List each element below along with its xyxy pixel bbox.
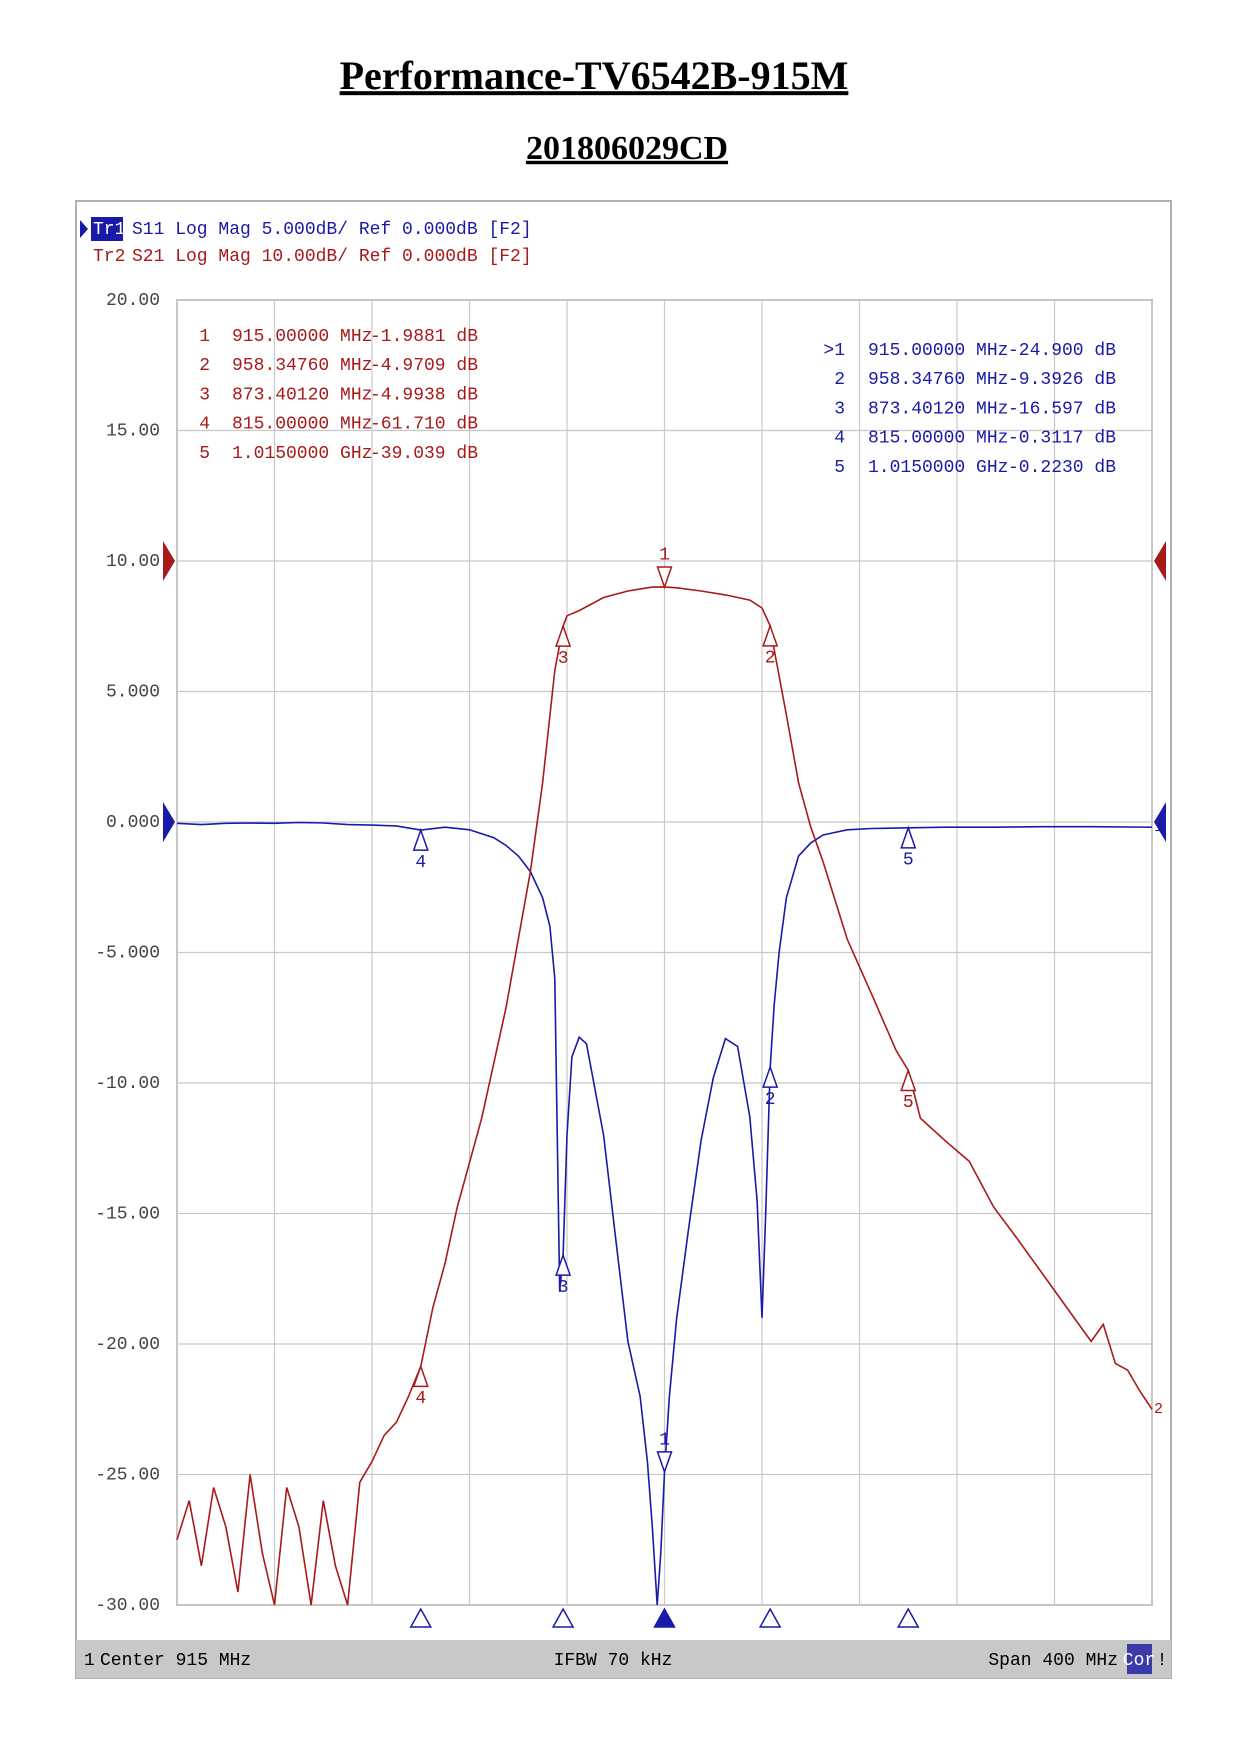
marker-table-id: 4 <box>199 415 210 435</box>
status-center: Center 915 MHz <box>100 1651 251 1671</box>
marker-triangle <box>656 1451 673 1475</box>
y-tick-label: 15.00 <box>106 421 160 441</box>
marker-triangle <box>412 827 429 851</box>
y-tick-label: 10.00 <box>106 552 160 572</box>
marker-label: 4 <box>415 1389 426 1409</box>
trace-end-label: 1 <box>1154 819 1163 836</box>
marker-table-value: -0.2230 dB <box>1008 458 1116 478</box>
trace-line <box>176 821 1153 1606</box>
marker-table-id: 5 <box>834 458 845 478</box>
marker-table-id: 3 <box>199 385 210 405</box>
trace-name: Tr1 <box>93 220 125 240</box>
y-tick-label: -25.00 <box>95 1465 160 1485</box>
marker-table-freq: 873.40120 MHz <box>232 385 372 405</box>
marker-label: 2 <box>765 1090 776 1110</box>
marker-table-freq: 815.00000 MHz <box>232 415 372 435</box>
chart-subtitle: 201806029CD <box>526 130 728 167</box>
marker-triangle <box>900 1068 917 1092</box>
ref-arrow-right <box>1154 802 1166 842</box>
marker-triangle <box>656 566 673 590</box>
trace-label: S11 Log Mag 5.000dB/ Ref 0.000dB [F2] <box>132 220 532 240</box>
marker-table-value: -4.9709 dB <box>370 356 478 376</box>
status-span: Span 400 MHz <box>988 1651 1118 1671</box>
marker-table-value: -0.3117 dB <box>1008 429 1116 449</box>
status-cor: Cor <box>1123 1651 1155 1671</box>
marker-table-id: 3 <box>834 399 845 419</box>
status-flag: ! <box>1157 1651 1168 1671</box>
marker-table-id: 4 <box>834 429 845 449</box>
active-trace-arrow <box>80 220 88 238</box>
marker-table-value: -61.710 dB <box>370 415 478 435</box>
status-channel: 1 <box>84 1651 95 1671</box>
marker-table-value: -1.9881 dB <box>370 327 478 347</box>
marker-table-id: 5 <box>199 444 210 464</box>
stimulus-marker <box>758 1607 782 1628</box>
stimulus-marker <box>896 1607 920 1628</box>
cor-box <box>1127 1644 1152 1674</box>
marker-table-id: 2 <box>834 370 845 390</box>
marker-table-freq: 1.0150000 GHz <box>232 444 372 464</box>
y-tick-label: -20.00 <box>95 1335 160 1355</box>
marker-table-value: -4.9938 dB <box>370 385 478 405</box>
marker-label: 5 <box>903 1093 914 1113</box>
trace-end-label: 2 <box>1154 1401 1163 1418</box>
y-tick-label: 20.00 <box>106 291 160 311</box>
ref-arrow-right <box>1154 541 1166 581</box>
stimulus-marker <box>551 1607 575 1628</box>
marker-table-freq: 958.34760 MHz <box>868 370 1008 390</box>
marker-table-freq: 915.00000 MHz <box>232 327 372 347</box>
marker-label: 4 <box>415 853 426 873</box>
marker-triangle <box>555 623 572 647</box>
marker-triangle <box>762 623 779 647</box>
marker-table-freq: 815.00000 MHz <box>868 429 1008 449</box>
stimulus-marker <box>653 1607 676 1628</box>
marker-table-value: -24.900 dB <box>1008 341 1116 361</box>
y-tick-label: -15.00 <box>95 1204 160 1224</box>
marker-table-value: -39.039 dB <box>370 444 478 464</box>
marker-triangle <box>900 825 917 849</box>
y-tick-label: 5.000 <box>106 682 160 702</box>
marker-table-freq: 915.00000 MHz <box>868 341 1008 361</box>
ref-arrow-left <box>163 541 175 581</box>
marker-triangle <box>762 1064 779 1088</box>
ref-arrow-left <box>163 802 175 842</box>
marker-label: 1 <box>659 1431 670 1451</box>
trace-line <box>176 586 1153 1606</box>
stimulus-marker <box>409 1607 433 1628</box>
y-tick-label: 0.000 <box>106 813 160 833</box>
y-tick-label: -10.00 <box>95 1074 160 1094</box>
marker-table-value: -9.3926 dB <box>1008 370 1116 390</box>
marker-table-value: -16.597 dB <box>1008 399 1116 419</box>
marker-triangle <box>555 1252 572 1276</box>
marker-triangle <box>412 1364 429 1388</box>
trace-label: S21 Log Mag 10.00dB/ Ref 0.000dB [F2] <box>132 247 532 267</box>
marker-table-id: 2 <box>199 356 210 376</box>
marker-table-freq: 873.40120 MHz <box>868 399 1008 419</box>
marker-label: 2 <box>765 649 776 669</box>
y-tick-label: -30.00 <box>95 1596 160 1616</box>
marker-label: 5 <box>903 851 914 871</box>
y-tick-label: -5.000 <box>95 943 160 963</box>
marker-table-id: 1 <box>199 327 210 347</box>
marker-table-freq: 958.34760 MHz <box>232 356 372 376</box>
chart-title: Performance-TV6542B-915M <box>340 53 849 98</box>
status-ifbw: IFBW 70 kHz <box>554 1651 673 1671</box>
marker-label: 3 <box>558 1278 569 1298</box>
marker-label: 3 <box>558 649 569 669</box>
marker-label: 1 <box>659 546 670 566</box>
status-bar <box>76 1640 1171 1678</box>
marker-table-freq: 1.0150000 GHz <box>868 458 1008 478</box>
active-trace-box <box>91 217 123 241</box>
marker-table-id: >1 <box>823 341 845 361</box>
trace-name: Tr2 <box>93 247 125 267</box>
